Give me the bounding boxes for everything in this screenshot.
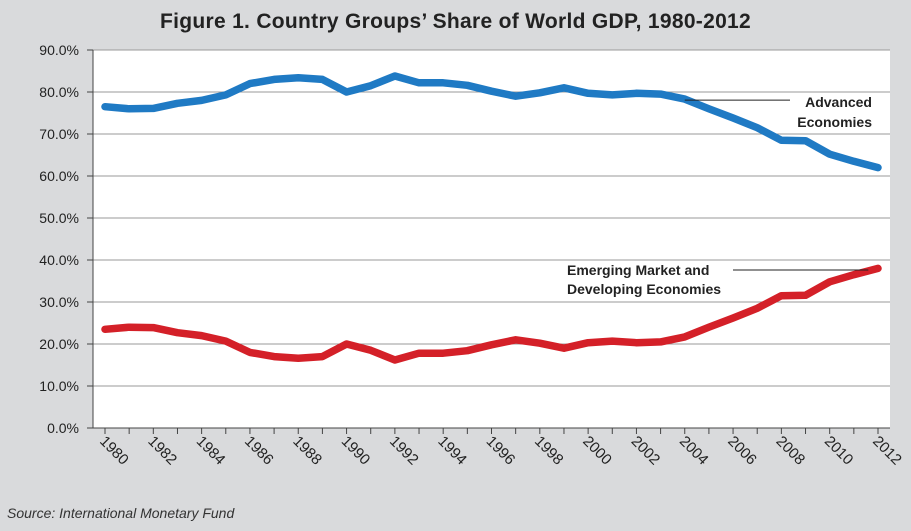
y-axis-tick-labels: 0.0% 10.0% 20.0% 30.0% 40.0% 50.0% 60.0% 70.0% 8… xyxy=(39,42,79,436)
series-label: Emerging Market and xyxy=(567,262,709,278)
x-tick-label: 1996 xyxy=(483,433,519,469)
source-note: Source: International Monetary Fund xyxy=(7,505,235,521)
x-tick-label: 1990 xyxy=(338,433,374,469)
series-lines xyxy=(101,72,882,364)
x-tick-label: 2012 xyxy=(869,433,905,469)
x-tick-label: 1982 xyxy=(144,433,180,469)
x-tick-label: 1998 xyxy=(531,433,567,469)
x-tick-label: 1992 xyxy=(386,433,422,469)
y-tick-label: 70.0% xyxy=(39,126,79,142)
x-tick-label: 1984 xyxy=(193,433,229,469)
y-tick-label: 10.0% xyxy=(39,378,79,394)
plot-area xyxy=(93,50,890,428)
series-line-emerging xyxy=(101,264,882,364)
x-tick-label: 2004 xyxy=(676,433,712,469)
x-tick-label: 1986 xyxy=(241,433,277,469)
x-tick-label: 2008 xyxy=(773,433,809,469)
x-tick-label: 2010 xyxy=(821,433,857,469)
y-tick-label: 20.0% xyxy=(39,336,79,352)
series-label: Advanced xyxy=(805,94,872,110)
y-tick-label: 90.0% xyxy=(39,42,79,58)
y-tick-label: 80.0% xyxy=(39,84,79,100)
x-tick-label: 1994 xyxy=(434,433,470,469)
series-line-advanced xyxy=(101,72,882,172)
x-tick-label: 1988 xyxy=(289,433,325,469)
series-label: Developing Economies xyxy=(567,281,721,297)
x-tick-label: 1980 xyxy=(96,433,132,469)
x-tick-label: 2006 xyxy=(724,433,760,469)
x-axis-tick-labels: 1980 1982 1984 1986 1988 1990 1992 1994 1996 1998… xyxy=(96,433,905,469)
series-annotations: Advanced Economies Emerging Market and Deve… xyxy=(567,94,872,297)
y-tick-label: 50.0% xyxy=(39,210,79,226)
x-tick-label: 2002 xyxy=(628,433,664,469)
x-tick-label: 2000 xyxy=(579,433,615,469)
y-tick-label: 30.0% xyxy=(39,294,79,310)
axes xyxy=(92,50,890,434)
y-tick-label: 60.0% xyxy=(39,168,79,184)
series-label: Economies xyxy=(797,114,872,130)
y-tick-label: 40.0% xyxy=(39,252,79,268)
chart-title: Figure 1. Country Groups’ Share of World… xyxy=(159,10,752,33)
y-tick-label: 0.0% xyxy=(47,420,79,436)
